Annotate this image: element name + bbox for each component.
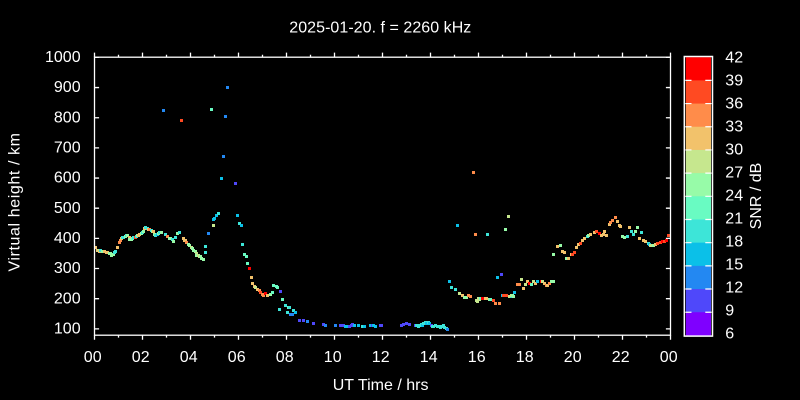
svg-text:20: 20 xyxy=(564,349,582,366)
svg-text:16: 16 xyxy=(468,349,486,366)
svg-text:15: 15 xyxy=(725,257,743,274)
svg-text:UT Time / hrs: UT Time / hrs xyxy=(333,377,429,394)
svg-text:18: 18 xyxy=(516,349,534,366)
svg-text:800: 800 xyxy=(54,109,81,126)
svg-text:100: 100 xyxy=(54,320,81,337)
svg-text:24: 24 xyxy=(725,188,743,205)
svg-text:42: 42 xyxy=(725,50,743,67)
svg-text:39: 39 xyxy=(725,73,743,90)
svg-text:22: 22 xyxy=(612,349,630,366)
svg-text:600: 600 xyxy=(54,170,81,187)
svg-text:27: 27 xyxy=(725,165,743,182)
svg-text:18: 18 xyxy=(725,234,743,251)
svg-text:08: 08 xyxy=(276,349,294,366)
svg-text:400: 400 xyxy=(54,230,81,247)
svg-text:300: 300 xyxy=(54,260,81,277)
svg-text:200: 200 xyxy=(54,290,81,307)
svg-text:SNR / dB: SNR / dB xyxy=(748,163,765,230)
svg-text:36: 36 xyxy=(725,96,743,113)
svg-text:33: 33 xyxy=(725,119,743,136)
svg-text:1000: 1000 xyxy=(45,49,81,66)
svg-text:30: 30 xyxy=(725,142,743,159)
svg-text:900: 900 xyxy=(54,79,81,96)
svg-text:02: 02 xyxy=(132,349,150,366)
svg-text:00: 00 xyxy=(660,349,678,366)
svg-text:00: 00 xyxy=(84,349,102,366)
svg-text:Virtual height / km: Virtual height / km xyxy=(7,132,24,271)
svg-text:500: 500 xyxy=(54,200,81,217)
svg-text:6: 6 xyxy=(725,326,734,343)
svg-text:9: 9 xyxy=(725,303,734,320)
svg-text:14: 14 xyxy=(420,349,438,366)
svg-text:12: 12 xyxy=(372,349,390,366)
svg-text:21: 21 xyxy=(725,211,743,228)
svg-text:12: 12 xyxy=(725,280,743,297)
svg-text:2025-01-20. f = 2260 kHz: 2025-01-20. f = 2260 kHz xyxy=(289,19,471,36)
svg-text:10: 10 xyxy=(324,349,342,366)
svg-text:06: 06 xyxy=(228,349,246,366)
svg-text:700: 700 xyxy=(54,139,81,156)
svg-text:04: 04 xyxy=(180,349,198,366)
